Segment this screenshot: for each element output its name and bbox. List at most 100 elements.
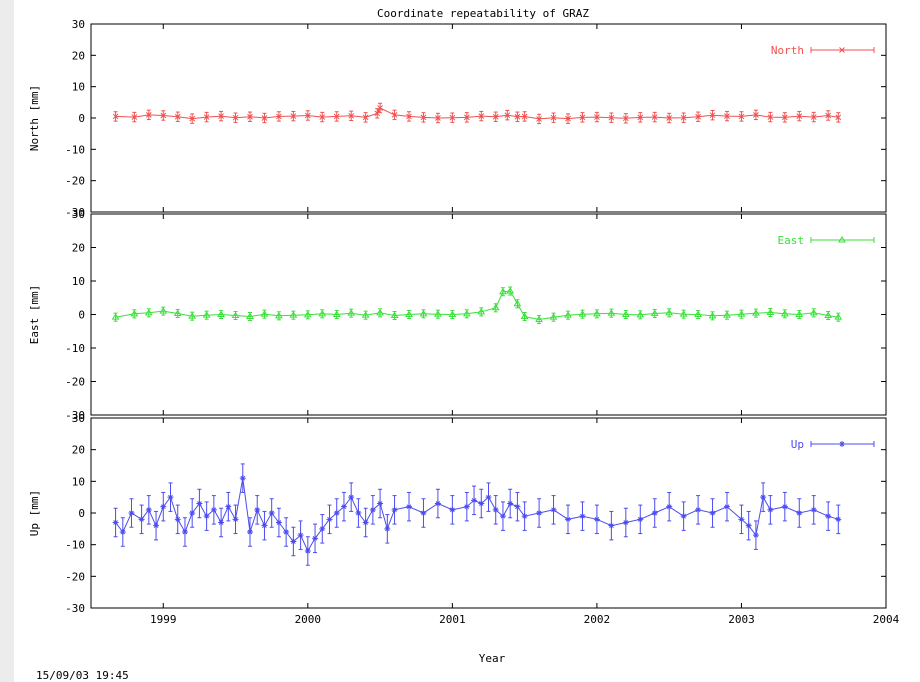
data-point (463, 503, 470, 510)
y-tick-label: -30 (65, 602, 85, 615)
x-tick-label: 1999 (150, 613, 177, 626)
data-point (708, 311, 717, 319)
data-point (312, 535, 319, 542)
y-tick-label: 30 (72, 18, 85, 31)
data-point (514, 113, 521, 120)
data-point (449, 114, 456, 121)
legend-label: East (778, 234, 805, 247)
y-tick-label: -10 (65, 539, 85, 552)
y-tick-label: 0 (78, 309, 85, 322)
data-point (419, 309, 428, 317)
data-point (825, 112, 832, 119)
data-point (579, 114, 586, 121)
data-point (318, 309, 327, 317)
data-point (651, 510, 658, 516)
data-point (196, 500, 203, 507)
data-point (550, 506, 557, 513)
x-axis-label: Year (479, 652, 506, 665)
data-point (506, 287, 515, 294)
data-point (680, 114, 687, 121)
panel-up: 30 20 10 0 -10 -20 -30 1999 2000 2001 2002 2003 2004… (28, 412, 900, 626)
data-point (838, 236, 846, 243)
x-tick-label: 2000 (295, 613, 322, 626)
data-point (275, 519, 282, 526)
data-point (111, 313, 120, 320)
data-point (225, 503, 232, 510)
data-point (767, 506, 774, 513)
data-point (824, 311, 833, 319)
data-point (283, 529, 290, 535)
data-point (217, 310, 225, 317)
data-point (478, 113, 485, 119)
plot-canvas: Coordinate repeatability of GRAZ 30 20 10 0… (14, 0, 920, 682)
data-point (565, 115, 571, 122)
y-tick-label: -20 (65, 376, 85, 389)
data-point (128, 510, 135, 516)
data-point (434, 500, 441, 507)
data-point (513, 299, 522, 307)
data-point (231, 311, 240, 319)
legend-label: Up (791, 438, 804, 451)
data-point (189, 510, 196, 516)
data-point (361, 311, 370, 318)
series-north (112, 102, 842, 125)
series-east (111, 286, 843, 325)
data-point (304, 112, 311, 119)
data-point (406, 113, 412, 120)
data-point (333, 113, 340, 120)
data-point (492, 506, 499, 513)
y-tick-label: 0 (78, 507, 85, 520)
plot-frame (90, 213, 887, 416)
data-point (332, 310, 341, 317)
data-point (593, 516, 600, 523)
data-point (144, 308, 153, 316)
data-point (622, 115, 629, 122)
x-tick-label: 2004 (873, 613, 900, 626)
chart-title: Coordinate repeatability of GRAZ (377, 7, 589, 20)
y-tick-label: 20 (72, 444, 85, 457)
data-point (348, 494, 355, 501)
data-point (709, 112, 716, 119)
data-point (260, 310, 269, 317)
data-point (839, 441, 845, 447)
data-point (275, 311, 283, 319)
data-point (340, 503, 347, 510)
data-point (145, 112, 152, 118)
data-point (261, 522, 268, 529)
data-point (377, 105, 383, 111)
data-point (593, 309, 601, 317)
data-point (520, 312, 529, 320)
data-point (276, 113, 282, 120)
panels: 30 20 10 0 -10 -20 -30 North [mm] North 30 20 10 0 -1… (28, 18, 900, 626)
data-point (145, 506, 152, 513)
data-point (835, 516, 842, 523)
data-point (492, 113, 499, 120)
data-point (435, 115, 441, 121)
x-tick-label: 2002 (584, 613, 611, 626)
data-point (521, 513, 528, 520)
data-point (621, 310, 630, 317)
data-point (666, 503, 673, 510)
y-tick-label: -20 (65, 175, 85, 188)
y-tick-label: -10 (65, 143, 85, 156)
data-point (737, 310, 746, 317)
data-point (825, 513, 832, 520)
data-point (181, 529, 188, 535)
data-point (809, 308, 818, 316)
data-point (391, 112, 398, 118)
data-point (131, 114, 138, 120)
data-point (406, 503, 412, 510)
data-point (695, 113, 701, 120)
data-point (478, 500, 485, 507)
data-point (153, 522, 160, 529)
data-point (434, 310, 442, 317)
data-point (796, 510, 803, 516)
data-point (536, 510, 543, 516)
data-point (471, 497, 478, 504)
data-point (362, 519, 369, 526)
data-point (766, 308, 775, 315)
data-point (405, 310, 413, 317)
data-point (839, 47, 845, 53)
data-point (665, 308, 674, 316)
data-point (112, 519, 119, 526)
